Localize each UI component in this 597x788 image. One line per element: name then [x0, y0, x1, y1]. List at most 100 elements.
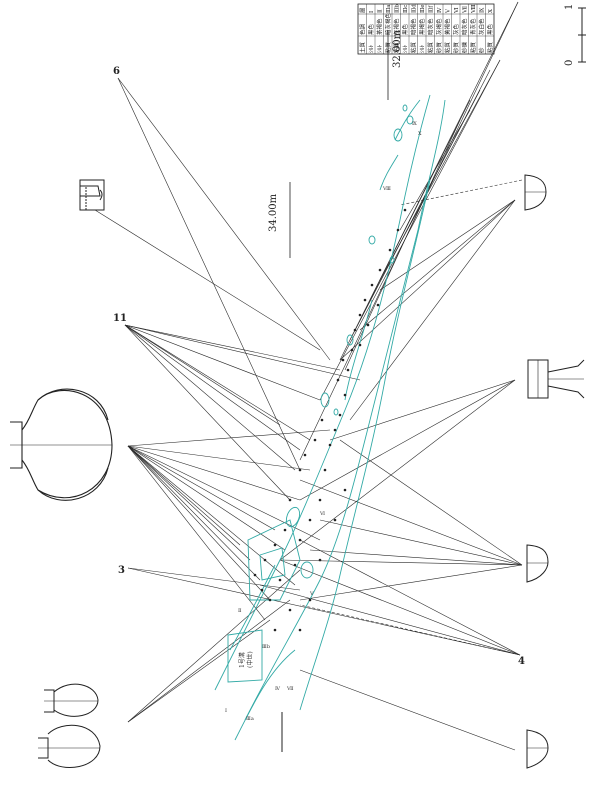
legend-cell: 黒褐色 [418, 18, 426, 35]
find-spot-dot [313, 438, 317, 442]
find-spot-dot [333, 518, 337, 522]
find-spot-dot [283, 528, 287, 532]
find-spot-dot [358, 313, 362, 317]
ditch-label: 1号溝 (中世) [238, 651, 254, 668]
legend-cell: 黒色 [401, 23, 409, 35]
legend-cell: Ⅲf [428, 5, 434, 13]
legend-cell: Ⅲd [411, 4, 417, 13]
find-spot-dot [366, 323, 370, 327]
find-spot-dot [328, 443, 332, 447]
point-label-6: 6 [113, 66, 120, 77]
pottery-bowl-right-top [524, 174, 547, 211]
legend-cell: Ⅶ [462, 6, 468, 14]
find-spot-dot [323, 468, 327, 472]
legend-cell: Ⅹ [488, 9, 494, 13]
find-spot-dot [358, 343, 362, 347]
find-spot-dot [388, 248, 392, 252]
legend-cell: 暗灰褐色 [384, 12, 392, 35]
legend-cell: 黒色 [367, 23, 375, 35]
find-spot-dot [363, 298, 367, 302]
find-spot-dot [343, 488, 347, 492]
point-label-11: 11 [113, 313, 127, 324]
layer-label-1: Ⅰ [225, 708, 227, 714]
legend-cell: 砂 [477, 47, 485, 53]
layer-label-3: Ⅲa [246, 716, 254, 722]
ditch-label-period: (中世) [246, 651, 254, 668]
legend-cell: Ⅰ [369, 11, 375, 13]
excavation-trench [214, 94, 446, 741]
legend-cell: Ⅴ [445, 8, 451, 14]
find-spot-dot [288, 498, 292, 502]
elevation-34m-label: 34.00m [268, 193, 279, 232]
elevation-32m-label: 32.00m [392, 29, 403, 68]
legend-cell: 粘質 [409, 41, 417, 53]
legend-cell: 暗褐色 [409, 18, 417, 35]
legend-cell: ｼﾙﾄ [369, 44, 375, 53]
legend-cell: Ⅳ [437, 7, 443, 13]
find-spot-dot [378, 268, 382, 272]
find-spot-dot [341, 358, 345, 362]
legend-cell: 灰色 [452, 23, 460, 35]
find-spots [253, 208, 407, 632]
legend-cell: 砂礫 [460, 41, 468, 53]
legend-cell: Ⅱ [377, 9, 383, 13]
legend-cell: Ⅸ [479, 7, 485, 13]
legend-cell: ｼﾙﾄ [420, 44, 426, 53]
find-spot-dot [288, 608, 292, 612]
find-spot-dot [308, 518, 312, 522]
find-spot-dot [273, 628, 277, 632]
find-spot-rays [94, 1, 523, 751]
scale-tick-1: 1 [564, 4, 575, 10]
find-spot-dot [350, 348, 354, 352]
ditch-label-name: 1号溝 [238, 652, 246, 668]
legend-cell: 黄褐色 [443, 18, 451, 35]
dashed-reference-lines [299, 179, 523, 656]
legend-cell: 粘質 [469, 41, 477, 53]
legend-cell: 灰褐色 [435, 18, 443, 35]
layer-label-4: Ⅲb [262, 644, 270, 650]
layer-label-10: Ⅸ [412, 121, 417, 127]
find-spot-dot [376, 303, 380, 307]
pottery-jar-lower-left-1 [44, 683, 99, 717]
find-spot-dot [353, 328, 357, 332]
find-spot-dot [268, 598, 272, 602]
legend-cell: 青灰色 [469, 18, 477, 35]
layer-label-7: Ⅵ [319, 511, 325, 517]
layer-label-11: Ⅹ [418, 131, 422, 137]
find-spot-dot [260, 588, 264, 592]
pottery-bowl-right-middle [526, 544, 549, 583]
find-spot-dot [333, 428, 337, 432]
legend-cell: Ⅵ [454, 7, 460, 14]
legend-cell: 暗灰色 [426, 18, 434, 35]
point-label-4: 4 [518, 656, 525, 667]
scale-tick-0: 0 [564, 60, 575, 66]
layer-label-2: Ⅱ [238, 608, 242, 614]
legend-cell: Ⅲa [386, 4, 392, 13]
find-spot-dot [273, 543, 277, 547]
legend-cell: 砂質 [435, 41, 443, 53]
find-spot-dot [298, 628, 302, 632]
legend-cell: 粘質 [392, 41, 400, 53]
point-label-3: 3 [118, 565, 125, 576]
find-spot-dot [278, 578, 282, 582]
layer-label-9: Ⅷ [382, 186, 391, 192]
legend-cell: 粘質 [426, 41, 434, 53]
find-spot-dot [336, 378, 340, 382]
legend-cell: Ⅲe [420, 4, 426, 13]
pottery-pedestal-cup [527, 359, 585, 399]
find-spot-dot [320, 418, 324, 422]
legend-cell: 粘質 [486, 41, 494, 53]
legend-cell: Ⅷ [471, 4, 477, 14]
scale-bar: 0 1 [564, 4, 586, 66]
elevation-32m: 32.00m [387, 29, 403, 100]
find-spot-dot [308, 598, 312, 602]
legend-header-cell: 層 [359, 7, 366, 13]
find-spot-dot [346, 368, 350, 372]
legend-cell: ｼﾙﾄ [403, 44, 409, 53]
elevation-34m: 34.00m [268, 182, 291, 258]
pottery-jar-lower-left-2 [38, 724, 101, 768]
find-spot-dot [293, 563, 297, 567]
legend-header-cell: 色調 [358, 23, 366, 35]
find-spot-dot [298, 468, 302, 472]
layer-labels: Ⅰ Ⅱ Ⅲa Ⅲb Ⅳ Ⅴ Ⅵ Ⅶ Ⅷ Ⅸ Ⅹ [225, 121, 422, 722]
